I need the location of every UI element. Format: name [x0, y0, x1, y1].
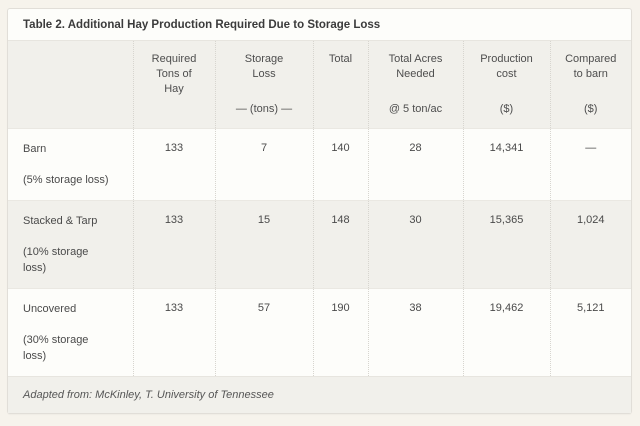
table-title: Table 2. Additional Hay Production Requi… — [8, 9, 631, 41]
row-barn: Barn (5% storage loss) 133 7 140 28 14,3… — [8, 128, 631, 201]
row-name: Barn — [23, 143, 47, 155]
column-header-production-cost: Production cost ($) — [462, 41, 550, 129]
row-label-cell: Barn (5% storage loss) — [8, 128, 133, 201]
cell-value: 1,024 — [549, 200, 631, 289]
cell-value: 57 — [214, 288, 313, 377]
column-header-label: Storage Loss — [244, 53, 284, 80]
column-header-compared-to-barn: Compared to barn ($) — [549, 41, 631, 129]
cell-value: 14,341 — [462, 128, 550, 201]
column-header-label: Production cost — [480, 53, 533, 80]
cell-value: 19,462 — [462, 288, 550, 377]
row-name: Uncovered — [23, 303, 77, 315]
cell-value: 133 — [132, 200, 215, 289]
row-stacked-tarp: Stacked & Tarp (10% storage loss) 133 15… — [8, 200, 631, 289]
cell-value: 140 — [312, 128, 368, 201]
row-uncovered: Uncovered (30% storage loss) 133 57 190 … — [8, 288, 631, 377]
row-note: (5% storage loss) — [23, 174, 109, 186]
cell-value: 133 — [132, 288, 215, 377]
column-header-label: Compared to barn — [565, 53, 617, 80]
hay-production-table-card: Table 2. Additional Hay Production Requi… — [7, 8, 632, 414]
column-header-total-acres: Total Acres Needed @ 5 ton/ac — [367, 41, 463, 129]
column-header-storage-loss: Storage Loss — (tons) — — [214, 41, 313, 129]
column-header-unit: @ 5 ton/ac — [388, 103, 443, 115]
hay-production-table: Required Tons of Hay Storage Loss — (ton… — [8, 41, 631, 413]
cell-value: 38 — [367, 288, 463, 377]
table-header: Required Tons of Hay Storage Loss — (ton… — [8, 41, 631, 129]
cell-value: 7 — [214, 128, 313, 201]
cell-value: 15 — [214, 200, 313, 289]
column-header-required-tons: Required Tons of Hay — [132, 41, 215, 129]
column-header-label: Total — [328, 53, 353, 65]
column-header-label: Required Tons of Hay — [151, 53, 197, 95]
column-header-unit: ($) — [584, 103, 598, 115]
cell-value: 30 — [367, 200, 463, 289]
row-label-cell: Stacked & Tarp (10% storage loss) — [8, 200, 133, 289]
table-source: Adapted from: McKinley, T. University of… — [8, 376, 631, 413]
source-row: Adapted from: McKinley, T. University of… — [8, 376, 631, 413]
cell-value: 133 — [132, 128, 215, 201]
cell-value: 148 — [312, 200, 368, 289]
cell-value: 5,121 — [549, 288, 631, 377]
column-header-empty — [8, 41, 133, 129]
cell-value: 15,365 — [462, 200, 550, 289]
row-label-cell: Uncovered (30% storage loss) — [8, 288, 133, 377]
row-name: Stacked & Tarp — [23, 215, 98, 227]
row-note: (10% storage loss) — [23, 246, 89, 274]
column-header-unit: — (tons) — — [235, 103, 293, 115]
cell-value: — — [549, 128, 631, 201]
header-row: Required Tons of Hay Storage Loss — (ton… — [8, 41, 631, 129]
cell-value: 28 — [367, 128, 463, 201]
column-header-unit: ($) — [499, 103, 514, 115]
row-note: (30% storage loss) — [23, 334, 89, 362]
column-header-total: Total — [312, 41, 368, 129]
column-header-label: Total Acres Needed — [388, 53, 443, 80]
cell-value: 190 — [312, 288, 368, 377]
